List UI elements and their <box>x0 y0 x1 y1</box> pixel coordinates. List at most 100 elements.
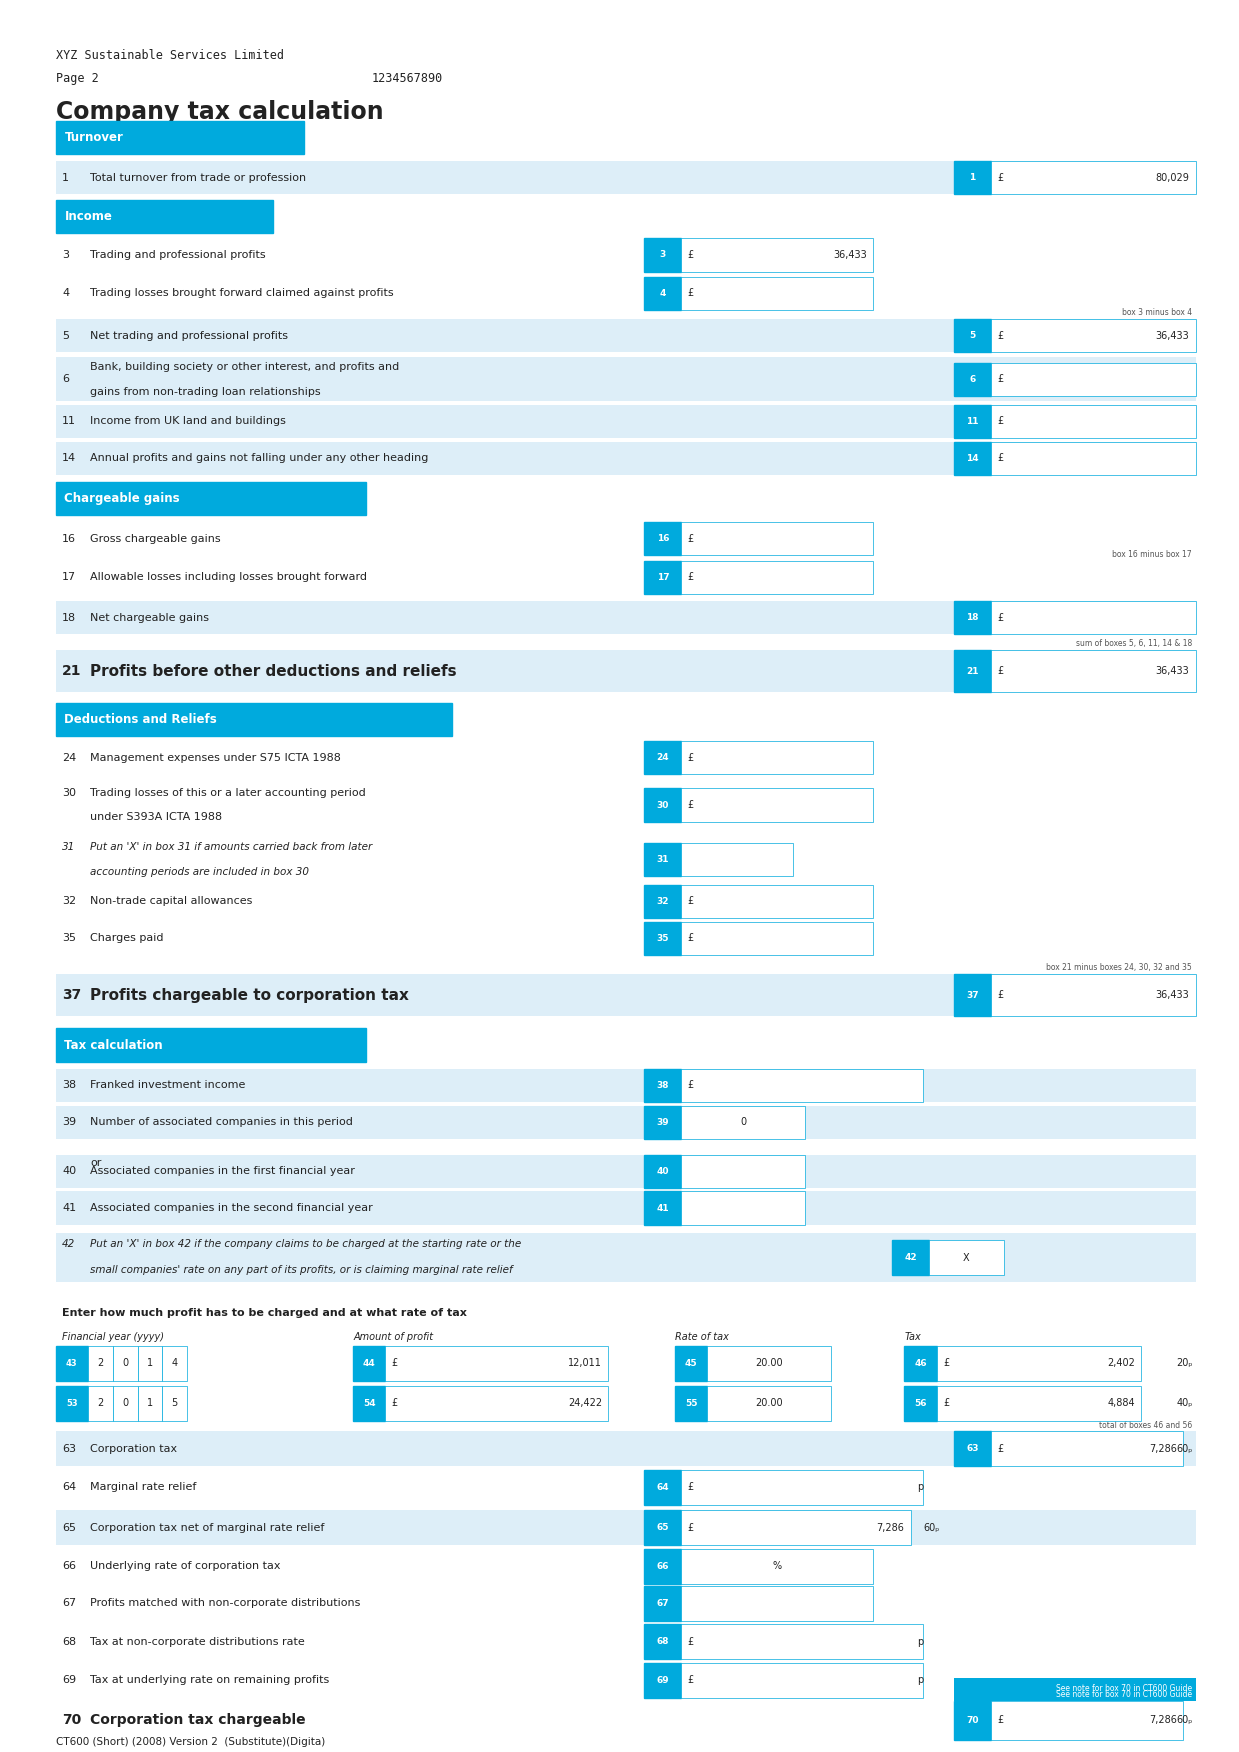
Bar <box>56 161 1196 194</box>
Text: 17: 17 <box>62 573 76 582</box>
Text: 16: 16 <box>62 534 76 543</box>
Text: box 3 minus box 4: box 3 minus box 4 <box>1121 308 1192 317</box>
Text: 80,029: 80,029 <box>1156 173 1189 182</box>
Bar <box>88 1346 113 1381</box>
Text: accounting periods are included in box 30: accounting periods are included in box 3… <box>90 867 310 876</box>
Text: Number of associated companies in this period: Number of associated companies in this p… <box>90 1118 353 1127</box>
Text: 68: 68 <box>62 1636 76 1647</box>
Text: 39: 39 <box>62 1118 76 1127</box>
Text: £: £ <box>688 1522 694 1533</box>
Text: 35: 35 <box>62 934 76 943</box>
Bar <box>675 1346 707 1381</box>
Text: 11: 11 <box>62 417 76 426</box>
Text: Charges paid: Charges paid <box>90 934 164 943</box>
Text: 60ₚ: 60ₚ <box>1177 1715 1193 1726</box>
Text: Non-trade capital allowances: Non-trade capital allowances <box>90 897 253 906</box>
Bar <box>56 319 1196 352</box>
Bar <box>681 1549 873 1584</box>
Bar <box>56 1431 1196 1466</box>
Bar <box>954 442 991 475</box>
Text: 35: 35 <box>657 934 669 943</box>
Text: 2: 2 <box>97 1398 104 1409</box>
Bar <box>138 1346 162 1381</box>
Text: Marginal rate relief: Marginal rate relief <box>90 1482 197 1493</box>
Text: or: or <box>90 1158 102 1169</box>
Bar <box>681 1510 911 1545</box>
Text: Trading losses of this or a later accounting period: Trading losses of this or a later accoun… <box>90 788 367 797</box>
Text: £: £ <box>688 897 694 906</box>
Text: small companies' rate on any part of its profits, or is claiming marginal rate r: small companies' rate on any part of its… <box>90 1265 513 1275</box>
Text: 44: 44 <box>363 1358 375 1368</box>
Bar <box>954 319 991 352</box>
Text: 18: 18 <box>62 613 76 622</box>
Text: 36,433: 36,433 <box>1156 666 1189 676</box>
Bar <box>991 650 1196 692</box>
Text: Corporation tax: Corporation tax <box>90 1444 177 1454</box>
Bar <box>681 1470 923 1505</box>
Bar <box>954 405 991 438</box>
Text: 6: 6 <box>62 375 69 384</box>
Bar <box>353 1386 385 1421</box>
Text: £: £ <box>997 1444 1004 1454</box>
Text: 5: 5 <box>171 1398 178 1409</box>
Text: Tax at underlying rate on remaining profits: Tax at underlying rate on remaining prof… <box>90 1675 330 1685</box>
Bar <box>644 788 681 822</box>
Text: 40: 40 <box>657 1167 669 1176</box>
Text: 5: 5 <box>969 331 976 340</box>
Text: box 16 minus box 17: box 16 minus box 17 <box>1113 550 1192 559</box>
Bar <box>644 1191 681 1225</box>
Text: Company tax calculation: Company tax calculation <box>56 100 383 124</box>
Bar <box>56 1346 88 1381</box>
Text: See note for box 70 in CT600 Guide: See note for box 70 in CT600 Guide <box>1056 1691 1192 1699</box>
Text: Income: Income <box>64 210 113 223</box>
Bar <box>991 405 1196 438</box>
Bar <box>991 319 1196 352</box>
Text: total of boxes 46 and 56: total of boxes 46 and 56 <box>1099 1421 1192 1430</box>
Text: 3: 3 <box>659 251 667 259</box>
Text: £: £ <box>688 534 694 543</box>
Text: 64: 64 <box>657 1482 669 1493</box>
Bar <box>56 974 1196 1016</box>
Bar <box>681 788 873 822</box>
Text: Corporation tax net of marginal rate relief: Corporation tax net of marginal rate rel… <box>90 1522 325 1533</box>
Text: %: % <box>773 1561 782 1572</box>
Bar <box>56 1510 1196 1545</box>
Text: 20.00: 20.00 <box>756 1358 783 1368</box>
Text: Trading and professional profits: Trading and professional profits <box>90 251 266 259</box>
Text: 14: 14 <box>966 454 979 463</box>
Text: 37: 37 <box>966 990 979 1000</box>
Text: 0: 0 <box>741 1118 746 1127</box>
Bar <box>991 1431 1183 1466</box>
Text: 20.00: 20.00 <box>756 1398 783 1409</box>
Bar <box>991 974 1196 1016</box>
Bar <box>707 1346 831 1381</box>
Text: 6: 6 <box>969 375 976 384</box>
Text: 67: 67 <box>62 1598 76 1608</box>
Text: Management expenses under S75 ICTA 1988: Management expenses under S75 ICTA 1988 <box>90 753 341 762</box>
Text: Financial year (yyyy): Financial year (yyyy) <box>62 1332 164 1342</box>
Text: 32: 32 <box>657 897 669 906</box>
Bar <box>644 1663 681 1698</box>
Bar <box>644 1549 681 1584</box>
Bar <box>644 1586 681 1621</box>
Text: £: £ <box>688 934 694 943</box>
Bar <box>954 650 991 692</box>
Text: Page 2: Page 2 <box>56 72 99 84</box>
Bar <box>991 1701 1183 1740</box>
Text: 3: 3 <box>62 251 69 259</box>
Text: 38: 38 <box>62 1081 76 1090</box>
Text: 1: 1 <box>147 1358 152 1368</box>
Bar <box>162 1386 187 1421</box>
Bar <box>385 1386 608 1421</box>
Text: £: £ <box>688 1482 694 1493</box>
Text: 42: 42 <box>62 1239 76 1249</box>
Text: £: £ <box>943 1398 949 1409</box>
Text: 20ₚ: 20ₚ <box>1177 1358 1193 1368</box>
Text: £: £ <box>997 417 1004 426</box>
Bar <box>675 1386 707 1421</box>
Bar <box>929 1240 1004 1275</box>
Text: 4,884: 4,884 <box>1108 1398 1135 1409</box>
Text: 66: 66 <box>657 1561 669 1572</box>
Text: 65: 65 <box>62 1522 76 1533</box>
Bar <box>88 1386 113 1421</box>
